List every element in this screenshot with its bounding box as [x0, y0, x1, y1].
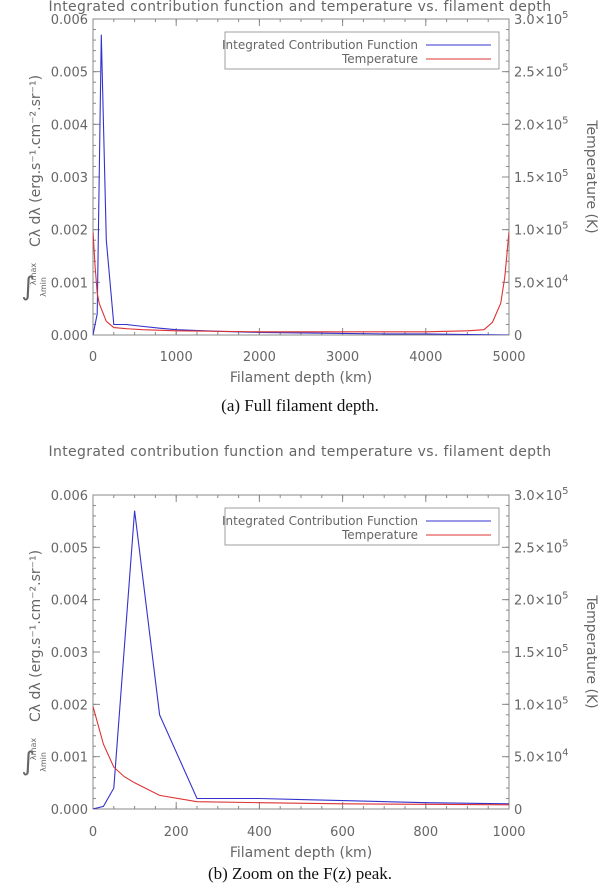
figure-caption: (a) Full filament depth. — [221, 396, 379, 415]
y-right-tick-label: 3.0×105 — [514, 10, 568, 28]
y-right-tick-label: 1.0×105 — [514, 221, 568, 239]
x-tick-label: 1000 — [160, 350, 193, 365]
y-right-tick-label: 1.5×105 — [514, 643, 568, 661]
x-tick-label: 600 — [330, 825, 355, 840]
y-left-tick-label: 0.000 — [51, 329, 88, 344]
y-right-tick-label: 5.0×104 — [514, 273, 568, 291]
integral-lower-limit: λmin — [39, 277, 48, 297]
chart-panel-a: Integrated contribution function and tem… — [0, 0, 600, 445]
y-right-tick-label: 0 — [514, 329, 522, 344]
y-right-tick-label: 2.0×105 — [514, 115, 568, 133]
y-left-tick-label: 0.001 — [51, 276, 88, 291]
x-tick-label: 200 — [164, 825, 189, 840]
x-tick-label: 2000 — [243, 350, 276, 365]
figure-caption: (b) Zoom on the F(z) peak. — [207, 864, 393, 883]
y-left-tick-label: 0.006 — [51, 489, 88, 504]
legend-box — [224, 507, 500, 546]
y-left-tick-label: 0.000 — [51, 803, 88, 818]
contribution-series-line — [93, 34, 509, 335]
y-right-tick-label: 3.0×105 — [514, 486, 568, 504]
integral-sign: ∫ — [21, 272, 35, 302]
contribution-series-line — [93, 510, 509, 809]
y-left-tick-label: 0.002 — [51, 224, 88, 239]
integral-upper-limit: λmax — [29, 738, 38, 760]
y-right-axis-label: Temperature (K) — [583, 594, 599, 708]
y-right-tick-label: 0 — [514, 803, 522, 818]
y-right-axis-label: Temperature (K) — [583, 119, 599, 233]
temperature-series-line — [93, 706, 509, 806]
y-left-tick-label: 0.004 — [51, 594, 88, 609]
legend-label: Integrated Contribution Function — [222, 514, 418, 528]
x-tick-label: 400 — [247, 825, 272, 840]
y-left-axis-label: Cλ dλ (erg.s⁻¹.cm⁻².sr⁻¹) — [28, 75, 44, 247]
x-tick-label: 0 — [89, 825, 97, 840]
chart-panel-b: Integrated contribution function and tem… — [0, 444, 600, 891]
integral-upper-limit: λmax — [29, 263, 38, 285]
y-left-tick-label: 0.003 — [51, 171, 88, 186]
x-tick-label: 1000 — [492, 825, 525, 840]
x-axis-label: Filament depth (km) — [230, 845, 372, 861]
y-left-axis-label: Cλ dλ (erg.s⁻¹.cm⁻².sr⁻¹) — [28, 550, 44, 722]
integral-lower-limit: λmin — [39, 752, 48, 772]
y-left-tick-label: 0.004 — [51, 118, 88, 133]
temperature-series-line — [93, 231, 509, 333]
y-right-tick-label: 2.5×105 — [514, 538, 568, 556]
chart-title: Integrated contribution function and tem… — [48, 444, 552, 460]
y-right-tick-label: 2.5×105 — [514, 63, 568, 81]
y-left-tick-label: 0.003 — [51, 646, 88, 661]
y-left-tick-label: 0.005 — [51, 541, 88, 556]
chart-plot: 0 200 400 600 800 1000 Filament depth (km) 0.00… — [21, 486, 599, 861]
y-left-tick-label: 0.005 — [51, 66, 88, 81]
x-tick-label: 4000 — [409, 350, 442, 365]
legend-box — [224, 31, 500, 70]
y-right-tick-label: 2.0×105 — [514, 591, 568, 609]
x-axis-label: Filament depth (km) — [230, 370, 372, 386]
x-tick-label: 3000 — [326, 350, 359, 365]
y-right-tick-label: 1.5×105 — [514, 168, 568, 186]
chart-plot: 0 1000 2000 3000 4000 5000 Filament depth (km)… — [21, 10, 599, 386]
x-tick-label: 5000 — [492, 350, 525, 365]
integral-sign: ∫ — [21, 747, 35, 777]
y-right-tick-label: 5.0×104 — [514, 748, 568, 766]
chart-legend: Integrated Contribution FunctionTemperat… — [222, 31, 500, 70]
chart-legend: Integrated Contribution FunctionTemperat… — [222, 507, 500, 546]
y-left-tick-label: 0.002 — [51, 698, 88, 713]
y-right-tick-label: 1.0×105 — [514, 695, 568, 713]
y-left-tick-label: 0.001 — [51, 751, 88, 766]
x-tick-label: 800 — [413, 825, 438, 840]
legend-label: Integrated Contribution Function — [222, 38, 418, 52]
legend-label: Temperature — [341, 52, 418, 66]
legend-label: Temperature — [341, 528, 418, 542]
chart-title: Integrated contribution function and tem… — [48, 0, 552, 15]
y-left-tick-label: 0.006 — [51, 13, 88, 28]
x-tick-label: 0 — [89, 350, 97, 365]
